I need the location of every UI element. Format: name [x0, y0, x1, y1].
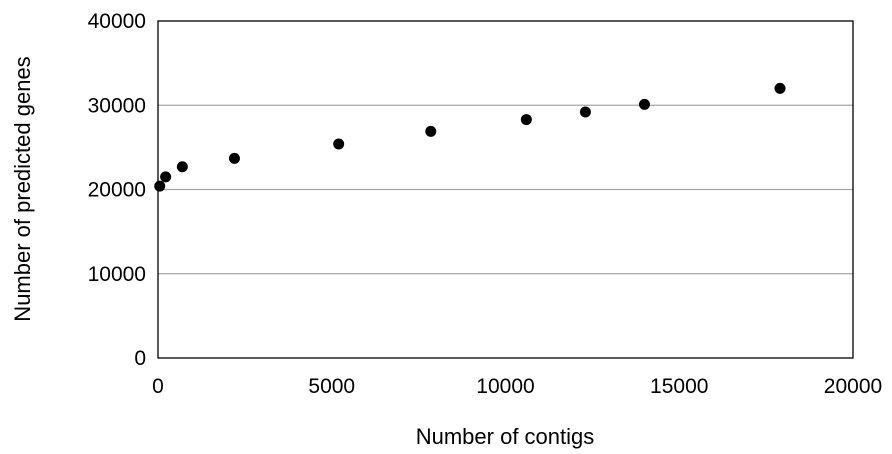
data-point-4 — [333, 138, 345, 150]
y-tick-label-3: 30000 — [88, 94, 146, 117]
gridlines — [158, 104, 853, 275]
x-tick-label-0: 0 — [152, 375, 164, 398]
data-point-0 — [154, 180, 166, 192]
data-point-1 — [160, 171, 172, 183]
y-tick-labels: 0 10000 20000 30000 40000 — [88, 10, 146, 370]
y-tick-label-0: 0 — [134, 347, 146, 370]
data-point-5 — [425, 125, 437, 137]
data-points — [154, 82, 786, 192]
x-tick-label-4: 20000 — [824, 375, 882, 398]
y-tick-label-2: 20000 — [88, 179, 146, 202]
data-point-3 — [228, 152, 240, 164]
y-tick-label-4: 40000 — [88, 10, 146, 33]
x-tick-label-2: 10000 — [476, 375, 534, 398]
x-tick-label-1: 5000 — [308, 375, 355, 398]
data-point-7 — [579, 106, 591, 118]
data-point-2 — [176, 161, 188, 173]
data-point-9 — [774, 82, 786, 94]
y-axis-title: Number of predicted genes — [10, 56, 35, 321]
x-tick-labels: 0 5000 10000 15000 20000 — [152, 375, 882, 398]
x-axis-title: Number of contigs — [416, 424, 595, 449]
data-point-6 — [520, 114, 532, 126]
x-tick-label-3: 15000 — [650, 375, 708, 398]
data-point-8 — [639, 98, 650, 110]
y-tick-label-1: 10000 — [88, 263, 146, 286]
